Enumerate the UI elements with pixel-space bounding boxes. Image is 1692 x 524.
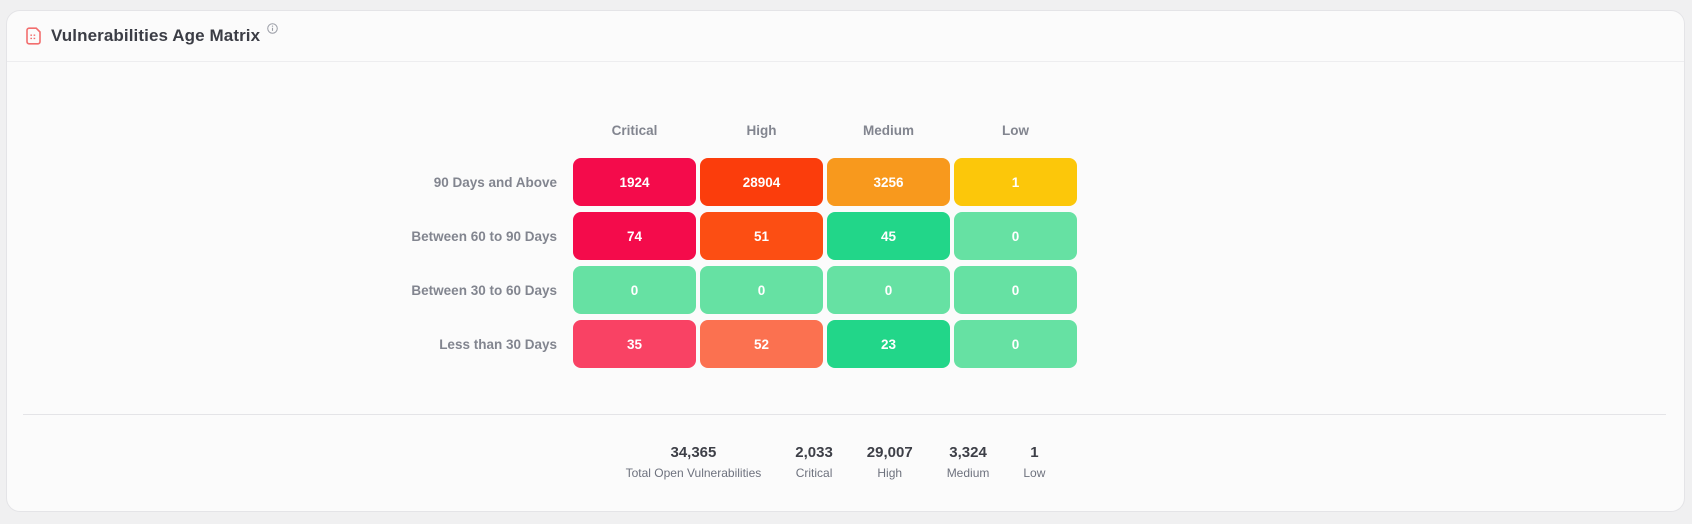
stat-value: 3,324 [949, 444, 987, 461]
report-document-icon [26, 27, 42, 45]
stat-label: Critical [795, 466, 833, 480]
info-icon[interactable] [267, 22, 278, 34]
matrix-cell[interactable]: 1 [954, 158, 1077, 206]
matrix-column-headers: Critical High Medium Low [133, 123, 1077, 138]
card-title: Vulnerabilities Age Matrix [51, 26, 261, 45]
stat-value: 34,365 [670, 444, 717, 461]
matrix-cell[interactable]: 1924 [573, 158, 696, 206]
column-header-high: High [746, 123, 777, 138]
matrix-cell[interactable]: 28904 [700, 158, 823, 206]
column-header-critical: Critical [611, 123, 658, 138]
stat-high: 29,007 High [867, 444, 913, 480]
matrix-cell[interactable]: 0 [827, 266, 950, 314]
matrix-cell[interactable]: 0 [954, 212, 1077, 260]
row-label-between-60-to-90-days: Between 60 to 90 Days [411, 228, 557, 244]
matrix-cell[interactable]: 45 [827, 212, 950, 260]
stat-value: 1 [1030, 444, 1039, 461]
column-header-medium: Medium [862, 123, 914, 138]
stat-critical: 2,033 Critical [795, 444, 833, 480]
row-label-90-days-and-above: 90 Days and Above [433, 174, 557, 190]
matrix-cell[interactable]: 0 [573, 266, 696, 314]
matrix-cell[interactable]: 35 [573, 320, 696, 368]
card-header: Vulnerabilities Age Matrix [7, 11, 1684, 62]
stat-label: High [877, 466, 903, 480]
stat-value: 2,033 [795, 444, 833, 461]
matrix-cell[interactable]: 3256 [827, 158, 950, 206]
stat-label: Medium [946, 466, 990, 480]
summary-divider [23, 414, 1666, 415]
matrix-cell[interactable]: 0 [954, 266, 1077, 314]
stat-label: Total Open Vulnerabilities [625, 466, 762, 480]
stat-low: 1 Low [1023, 444, 1045, 480]
matrix-body: 90 Days and Above 1924 28904 3256 1 Betw… [133, 158, 1077, 368]
stat-medium: 3,324 Medium [947, 444, 990, 480]
matrix-corner [133, 123, 569, 138]
matrix-cell[interactable]: 52 [700, 320, 823, 368]
stat-label: Low [1023, 466, 1046, 480]
age-severity-matrix: Critical High Medium Low 90 Days and Abo… [133, 123, 1077, 368]
matrix-cell[interactable]: 0 [954, 320, 1077, 368]
vulnerabilities-age-matrix-card: Vulnerabilities Age Matrix Critical High… [6, 10, 1685, 512]
summary-stats: 34,365 Total Open Vulnerabilities 2,033 … [0, 444, 1674, 480]
matrix-cell[interactable]: 23 [827, 320, 950, 368]
stat-total-open-vulnerabilities: 34,365 Total Open Vulnerabilities [626, 444, 762, 480]
matrix-cell[interactable]: 74 [573, 212, 696, 260]
row-label-between-30-to-60-days: Between 30 to 60 Days [411, 282, 557, 298]
matrix-cell[interactable]: 51 [700, 212, 823, 260]
stat-value: 29,007 [866, 444, 913, 461]
row-label-less-than-30-days: Less than 30 Days [439, 336, 557, 352]
column-header-low: Low [1002, 123, 1029, 138]
matrix-cell[interactable]: 0 [700, 266, 823, 314]
